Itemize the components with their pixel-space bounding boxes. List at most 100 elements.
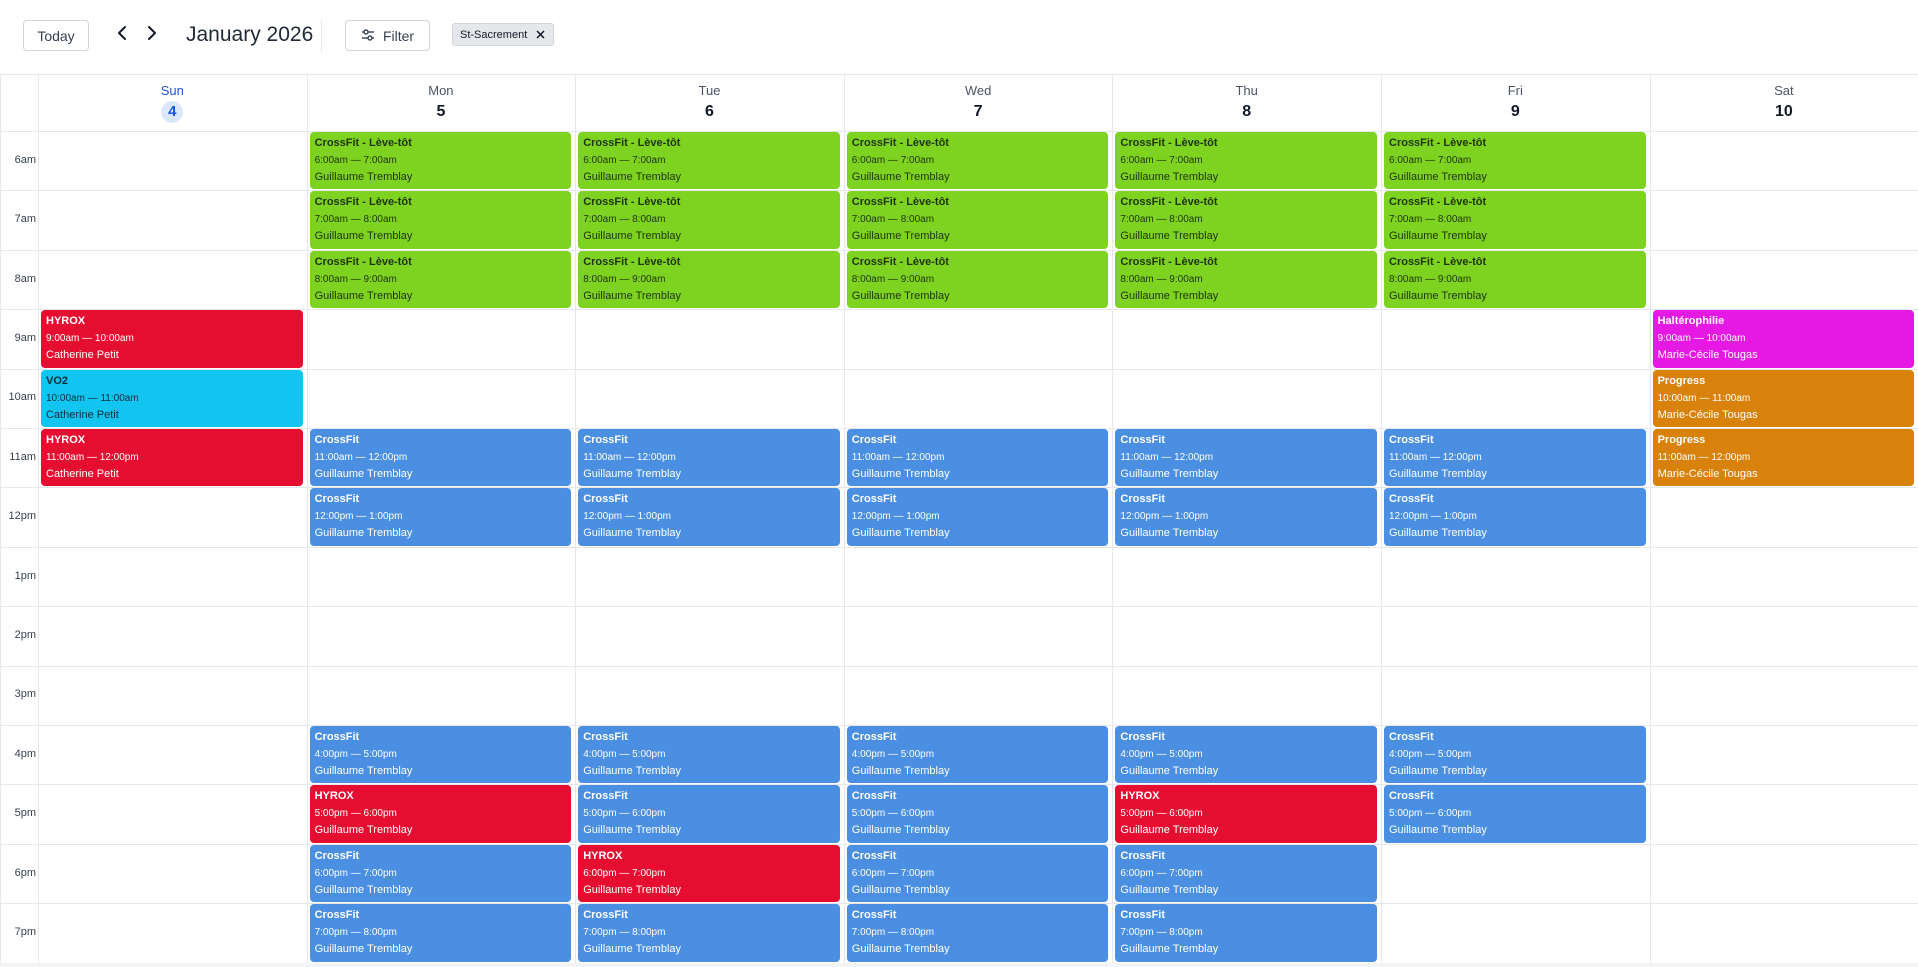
event-coach: Guillaume Tremblay — [583, 943, 682, 956]
day-header-mon[interactable]: Mon 5 — [307, 74, 576, 130]
event-title: CrossFit — [1120, 434, 1166, 446]
event-block[interactable]: CrossFit - Lève-tôt 8:00am — 9:00am Guilla… — [578, 250, 840, 309]
event-block[interactable]: CrossFit - Lève-tôt 8:00am — 9:00am Guilla… — [1115, 250, 1377, 309]
event-block[interactable]: CrossFit 11:00am — 12:00pm Guillaume Tremb… — [578, 429, 840, 487]
event-title: CrossFit — [1389, 434, 1434, 446]
event-block[interactable]: CrossFit 4:00pm — 5:00pm Guillaume Trembla… — [309, 726, 572, 784]
event-time: 7:00am — 8:00am — [583, 214, 666, 226]
event-block[interactable]: VO2 10:00am — 11:00am Catherine Petit — [41, 369, 303, 427]
event-block[interactable]: HYROX 5:00pm — 6:00pm Guillaume Tremblay — [309, 785, 572, 843]
event-block[interactable]: CrossFit 5:00pm — 6:00pm Guillaume Trembla… — [578, 785, 840, 843]
filter-button[interactable]: Filter — [345, 20, 430, 51]
close-icon[interactable] — [533, 27, 547, 41]
event-time: 4:00pm — 5:00pm — [1389, 749, 1472, 760]
event-block[interactable]: CrossFit 5:00pm — 6:00pm Guillaume Trembla… — [1384, 785, 1646, 843]
event-title: CrossFit — [583, 909, 628, 922]
event-title: CrossFit — [314, 849, 360, 862]
event-coach: Guillaume Tremblay — [1120, 527, 1219, 540]
event-coach: Guillaume Tremblay — [314, 527, 413, 540]
day-number: 7 — [973, 103, 983, 120]
event-coach: Guillaume Tremblay — [1120, 230, 1219, 243]
day-name: Wed — [964, 83, 992, 98]
event-block[interactable]: CrossFit 6:00pm — 7:00pm Guillaume Trembla… — [846, 844, 1109, 903]
event-coach: Guillaume Tremblay — [851, 765, 950, 777]
day-header-fri[interactable]: Fri 9 — [1381, 74, 1650, 130]
event-block[interactable]: CrossFit 7:00pm — 8:00pm Guillaume Trembla… — [1115, 904, 1377, 962]
day-number: 8 — [1242, 103, 1252, 120]
today-button[interactable]: Today — [23, 20, 89, 51]
event-coach: Catherine Petit — [46, 408, 119, 421]
day-header-sun[interactable]: Sun 4 — [38, 74, 307, 130]
day-header-wed[interactable]: Wed 7 — [844, 74, 1113, 130]
event-block[interactable]: CrossFit 12:00pm — 1:00pm Guillaume Trembl… — [309, 488, 572, 546]
event-block[interactable]: CrossFit 7:00pm — 8:00pm Guillaume Trembla… — [846, 904, 1109, 962]
event-block[interactable]: CrossFit - Lève-tôt 6:00am — 7:00am Guilla… — [1115, 132, 1377, 190]
event-block[interactable]: CrossFit 12:00pm — 1:00pm Guillaume Trembl… — [1384, 488, 1646, 546]
event-block[interactable]: CrossFit - Lève-tôt 7:00am — 8:00am Guilla… — [309, 191, 572, 249]
day-header-thu[interactable]: Thu 8 — [1112, 74, 1381, 130]
event-block[interactable]: CrossFit - Lève-tôt 6:00am — 7:00am Guilla… — [846, 132, 1109, 190]
grid-column-divider — [307, 74, 308, 963]
event-coach: Guillaume Tremblay — [851, 171, 950, 183]
event-block[interactable]: CrossFit - Lève-tôt 7:00am — 8:00am Guilla… — [1384, 191, 1646, 249]
event-block[interactable]: CrossFit - Lève-tôt 8:00am — 9:00am Guilla… — [309, 250, 572, 309]
event-block[interactable]: HYROX 9:00am — 10:00am Catherine Petit — [41, 310, 303, 368]
event-block[interactable]: CrossFit 11:00am — 12:00pm Guillaume Tremb… — [309, 429, 572, 487]
event-block[interactable]: CrossFit - Lève-tôt 7:00am — 8:00am Guilla… — [1115, 191, 1377, 249]
day-number: 6 — [705, 103, 714, 120]
chevron-left-icon[interactable] — [110, 21, 134, 45]
event-block[interactable]: CrossFit 12:00pm — 1:00pm Guillaume Trembl… — [578, 488, 840, 546]
event-title: CrossFit - Lève-tôt — [314, 196, 412, 209]
hour-row-divider — [0, 250, 1918, 251]
event-title: CrossFit - Lève-tôt — [1120, 137, 1218, 149]
event-block[interactable]: CrossFit - Lève-tôt 7:00am — 8:00am Guilla… — [846, 191, 1109, 249]
event-title: CrossFit — [314, 731, 360, 743]
chevron-right-icon[interactable] — [140, 21, 164, 45]
event-block[interactable]: HYROX 5:00pm — 6:00pm Guillaume Tremblay — [1115, 785, 1377, 843]
event-block[interactable]: Haltérophilie 9:00am — 10:00am Marie-Cécil… — [1652, 310, 1915, 368]
event-coach: Guillaume Tremblay — [851, 883, 950, 896]
event-time: 7:00pm — 8:00pm — [851, 927, 935, 939]
event-coach: Guillaume Tremblay — [314, 230, 413, 243]
day-name: Tue — [698, 83, 721, 98]
event-time: 5:00pm — 6:00pm — [1389, 808, 1472, 820]
day-name: Sat — [1774, 83, 1794, 98]
event-block[interactable]: CrossFit - Lève-tôt 7:00am — 8:00am Guilla… — [578, 191, 840, 249]
event-block[interactable]: CrossFit 4:00pm — 5:00pm Guillaume Trembla… — [578, 726, 840, 784]
event-block[interactable]: CrossFit 11:00am — 12:00pm Guillaume Tremb… — [1384, 429, 1646, 487]
event-block[interactable]: HYROX 6:00pm — 7:00pm Guillaume Tremblay — [578, 844, 840, 903]
event-block[interactable]: CrossFit 11:00am — 12:00pm Guillaume Tremb… — [846, 429, 1109, 487]
event-block[interactable]: Progress 11:00am — 12:00pm Marie-Cécile To… — [1652, 429, 1915, 487]
event-block[interactable]: CrossFit 6:00pm — 7:00pm Guillaume Trembla… — [1115, 844, 1377, 903]
event-block[interactable]: CrossFit 11:00am — 12:00pm Guillaume Tremb… — [1115, 429, 1377, 487]
event-coach: Guillaume Tremblay — [851, 289, 950, 302]
event-title: CrossFit - Lève-tôt — [314, 137, 412, 149]
event-block[interactable]: HYROX 11:00am — 12:00pm Catherine Petit — [41, 429, 303, 487]
grid-column-divider — [844, 74, 845, 963]
event-block[interactable]: CrossFit 12:00pm — 1:00pm Guillaume Trembl… — [1115, 488, 1377, 546]
event-block[interactable]: CrossFit - Lève-tôt 6:00am — 7:00am Guilla… — [1384, 132, 1646, 190]
event-coach: Guillaume Tremblay — [1389, 289, 1487, 302]
event-block[interactable]: CrossFit 6:00pm — 7:00pm Guillaume Trembla… — [309, 844, 572, 903]
chip-label: St-Sacrement — [460, 28, 528, 41]
event-block[interactable]: CrossFit 12:00pm — 1:00pm Guillaume Trembl… — [846, 488, 1109, 546]
day-header-tue[interactable]: Tue 6 — [575, 74, 844, 130]
event-block[interactable]: CrossFit - Lève-tôt 8:00am — 9:00am Guilla… — [1384, 250, 1646, 309]
today-date-badge: 4 — [161, 101, 184, 123]
event-block[interactable]: CrossFit - Lève-tôt 6:00am — 7:00am Guilla… — [578, 132, 840, 190]
hour-label: 12pm — [8, 510, 36, 522]
event-block[interactable]: CrossFit 4:00pm — 5:00pm Guillaume Trembla… — [846, 726, 1109, 784]
event-block[interactable]: CrossFit 5:00pm — 6:00pm Guillaume Trembla… — [846, 785, 1109, 843]
event-block[interactable]: CrossFit - Lève-tôt 8:00am — 9:00am Guilla… — [846, 250, 1109, 309]
hour-row-divider — [0, 309, 1918, 310]
grid-column-divider — [1381, 74, 1382, 963]
event-coach: Guillaume Tremblay — [583, 171, 682, 183]
event-block[interactable]: Progress 10:00am — 11:00am Marie-Cécile To… — [1652, 369, 1915, 427]
event-coach: Guillaume Tremblay — [1120, 943, 1219, 956]
event-block[interactable]: CrossFit 7:00pm — 8:00pm Guillaume Trembla… — [309, 904, 572, 962]
event-block[interactable]: CrossFit 4:00pm — 5:00pm Guillaume Trembla… — [1384, 726, 1646, 784]
day-header-sat[interactable]: Sat 10 — [1650, 74, 1918, 130]
event-block[interactable]: CrossFit 4:00pm — 5:00pm Guillaume Trembla… — [1115, 726, 1377, 784]
event-block[interactable]: CrossFit 7:00pm — 8:00pm Guillaume Trembla… — [578, 904, 840, 962]
event-block[interactable]: CrossFit - Lève-tôt 6:00am — 7:00am Guilla… — [309, 132, 572, 190]
